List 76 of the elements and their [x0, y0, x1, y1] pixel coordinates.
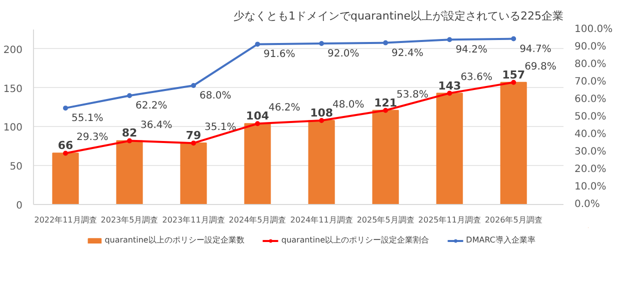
y-tick-label: 150: [3, 84, 23, 95]
point: [511, 36, 516, 42]
y2-tick-label: 60.0%: [574, 94, 606, 105]
y2-tick-label: 90.0%: [574, 42, 606, 52]
data-label: 94.2%: [456, 44, 488, 56]
bar: [52, 152, 79, 204]
x-tick-label: 2025年5月調査: [356, 216, 414, 224]
data-label: 92.0%: [328, 48, 360, 60]
data-label: 48.0%: [332, 100, 364, 110]
point: [255, 42, 260, 47]
point: [319, 118, 324, 123]
data-label: 143: [438, 79, 462, 92]
data-label: 62.2%: [136, 100, 168, 112]
bar: [180, 142, 207, 204]
point: [127, 93, 132, 98]
data-label: 121: [374, 96, 398, 110]
bar: [372, 110, 399, 204]
y2-tick-label: 20.0%: [574, 164, 606, 175]
point: [319, 41, 324, 46]
data-label: 108: [310, 106, 334, 120]
y-tick-label: 50: [10, 162, 23, 173]
data-label: 94.7%: [520, 44, 552, 55]
x-tick-label: 2026年5月調査: [484, 216, 542, 224]
data-label: 63.6%: [460, 72, 492, 84]
data-label: 29.3%: [76, 132, 108, 144]
point: [63, 106, 68, 111]
point: [447, 90, 452, 96]
legend-label: quarantine以上のポリシー設定企業数: [104, 234, 244, 246]
y2-tick-label: 100.0%: [574, 24, 613, 35]
data-label: 82: [122, 126, 138, 140]
x-tick-label: 2023年11月調査: [162, 216, 225, 224]
y-tick-label: 200: [3, 44, 23, 56]
data-label: 68.0%: [200, 90, 232, 102]
y-tick-label: 100: [3, 122, 23, 134]
x-tick-label: 2024年11月調査: [290, 216, 353, 224]
data-label: 157: [502, 68, 526, 82]
x-tick-label: 2022年11月調査: [34, 216, 97, 224]
bar: [244, 123, 271, 204]
point: [383, 108, 388, 113]
bar: [500, 82, 527, 204]
bar: [436, 92, 463, 204]
chart-title: 少なくとも1ドメインでquarantine以上が設定されている225企業: [233, 10, 564, 22]
data-label: 69.8%: [524, 61, 556, 72]
data-label: 91.6%: [264, 49, 296, 60]
data-label: 46.2%: [268, 102, 300, 114]
legend-label: quarantine以上のポリシー設定企業割合: [281, 234, 430, 246]
point: [191, 140, 196, 146]
y2-tick-label: 70.0%: [574, 76, 606, 88]
legend-label: DMARC導入企業率: [466, 234, 536, 246]
bar: [308, 120, 335, 204]
point: [127, 138, 132, 144]
y2-tick-label: 30.0%: [574, 146, 606, 158]
data-label: 66: [58, 139, 74, 152]
y2-tick-label: 80.0%: [574, 59, 606, 70]
data-label: 92.4%: [392, 48, 424, 59]
data-label: 104: [246, 110, 270, 123]
data-label: 55.1%: [72, 113, 104, 124]
y2-tick-label: 50.0%: [574, 112, 606, 122]
point: [63, 150, 68, 156]
y2-tick-label: 40.0%: [574, 129, 606, 140]
x-tick-label: 2024年5月調査: [228, 216, 286, 224]
data-label: 35.1%: [204, 122, 236, 134]
data-label: 53.8%: [396, 89, 428, 100]
point: [383, 40, 388, 46]
point: [511, 80, 516, 85]
point: [447, 37, 452, 42]
data-label: 79: [186, 129, 202, 142]
x-tick-label: 2023年5月調査: [100, 216, 158, 224]
data-label: 36.4%: [140, 120, 172, 131]
point: [191, 83, 196, 88]
point: [255, 121, 260, 126]
y2-tick-label: 0.0%: [574, 199, 600, 210]
bar: [116, 140, 143, 204]
x-tick-label: 2025年11月調査: [418, 216, 481, 224]
y-tick-label: 0: [16, 200, 23, 212]
y2-tick-label: 10.0%: [574, 182, 606, 192]
